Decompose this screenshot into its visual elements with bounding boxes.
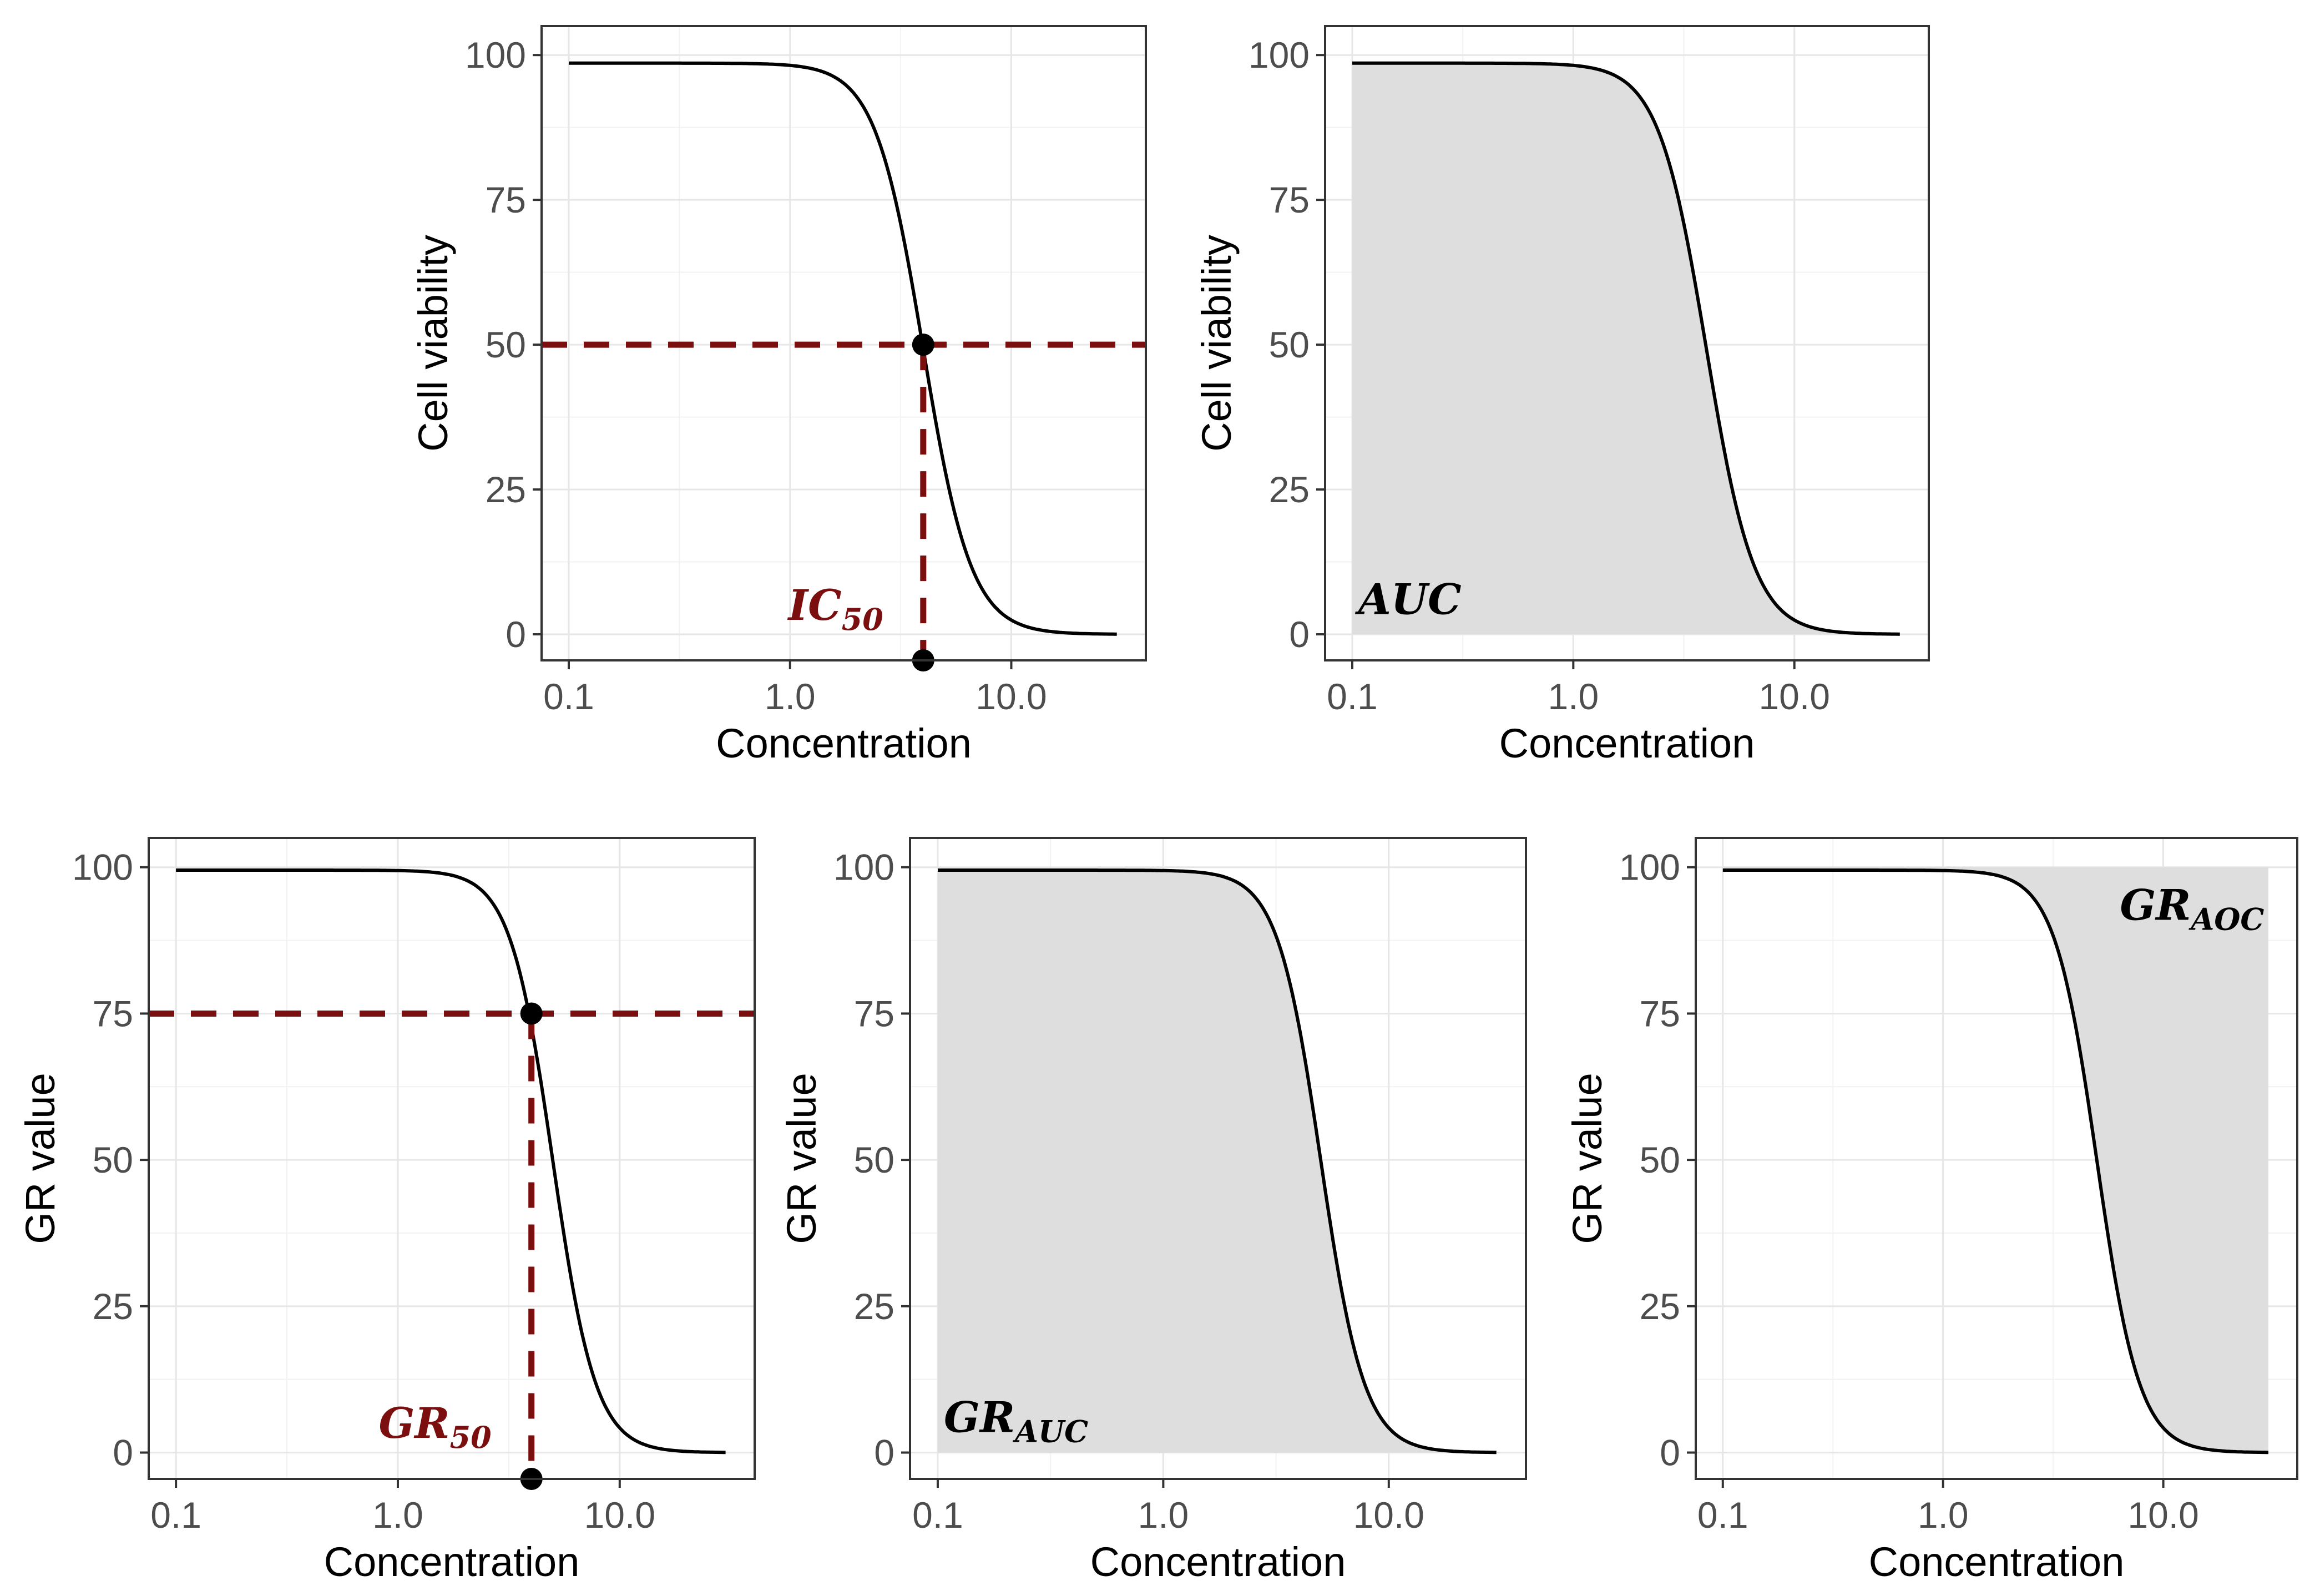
metric-label-grauc: GRAUC xyxy=(944,1393,1088,1449)
y-tick-label: 50 xyxy=(1269,324,1310,365)
y-tick-label: 50 xyxy=(854,1139,894,1180)
y-tick-label: 100 xyxy=(833,847,894,888)
x-tick-label: 10.0 xyxy=(975,676,1047,717)
metric-label-main: AUC xyxy=(1355,574,1462,624)
y-tick-label: 0 xyxy=(1660,1432,1680,1473)
x-tick-label: 0.1 xyxy=(1327,676,1378,717)
y-tick-label: 100 xyxy=(72,847,133,888)
x-tick-label: 1.0 xyxy=(1918,1494,1969,1536)
y-tick-label: 25 xyxy=(1269,469,1310,510)
x-axis-title: Concentration xyxy=(1499,720,1755,766)
dose-response-curve xyxy=(938,868,1497,1454)
x-tick-label: 1.0 xyxy=(372,1494,423,1536)
x-tick-label: 10.0 xyxy=(1353,1494,1424,1536)
y-tick-label: 75 xyxy=(486,179,526,220)
dose-response-curve xyxy=(176,868,726,1454)
metric-label-main: GR xyxy=(378,1398,449,1448)
y-tick-label: 75 xyxy=(1269,179,1310,220)
panel-border xyxy=(1695,837,2298,1480)
dose-response-curve xyxy=(569,61,1117,636)
y-tick-label: 75 xyxy=(854,993,894,1034)
x-tick-label: 0.1 xyxy=(150,1494,201,1536)
y-tick-label: 100 xyxy=(465,34,526,75)
y-tick-label: 75 xyxy=(1640,993,1680,1034)
y-axis-title: Cell viability xyxy=(1194,235,1240,452)
x-tick-label: 0.1 xyxy=(1697,1494,1748,1536)
y-tick-label: 0 xyxy=(1289,614,1310,655)
y-tick-label: 0 xyxy=(113,1432,133,1473)
y-tick-label: 100 xyxy=(1249,34,1310,75)
y-tick-label: 100 xyxy=(1619,847,1680,888)
y-tick-label: 50 xyxy=(93,1139,133,1180)
metric-label-subscript: 50 xyxy=(450,1420,492,1455)
metric-label-graoc: GRAOC xyxy=(2120,881,2264,937)
x-axis-title: Concentration xyxy=(716,720,972,766)
metric-label-gr50: GR50 xyxy=(378,1398,491,1455)
x-tick-label: 10.0 xyxy=(2127,1494,2198,1536)
point-marker xyxy=(912,334,934,356)
area-under-curve xyxy=(1352,63,1900,634)
plot-background xyxy=(149,838,755,1479)
x-axis-title: Concentration xyxy=(1090,1539,1346,1585)
y-tick-label: 50 xyxy=(486,324,526,365)
metric-label-main: GR xyxy=(2120,881,2191,930)
x-axis-title: Concentration xyxy=(1869,1539,2125,1585)
metric-label-ic50: IC50 xyxy=(787,580,883,637)
metric-label-subscript: AUC xyxy=(1012,1414,1088,1449)
y-tick-label: 25 xyxy=(486,469,526,510)
x-tick-label: 10.0 xyxy=(1758,676,1829,717)
y-tick-label: 0 xyxy=(506,614,526,655)
x-tick-label: 0.1 xyxy=(912,1494,963,1536)
y-tick-label: 25 xyxy=(93,1286,133,1327)
metric-label-main: IC xyxy=(787,580,842,630)
point-marker xyxy=(520,1002,543,1025)
metric-label-auc: AUC xyxy=(1355,574,1462,624)
metric-label-subscript: AOC xyxy=(2188,902,2264,937)
y-axis-title: GR value xyxy=(17,1073,63,1244)
x-tick-label: 1.0 xyxy=(1138,1494,1189,1536)
panel-border xyxy=(1324,25,1930,661)
panel-border xyxy=(540,25,1147,661)
y-tick-label: 50 xyxy=(1640,1139,1680,1180)
area-over-curve xyxy=(1722,867,2268,1453)
area-under-curve xyxy=(938,870,1497,1453)
metric-label-main: GR xyxy=(944,1393,1015,1442)
x-tick-label: 0.1 xyxy=(543,676,594,717)
y-tick-label: 25 xyxy=(854,1286,894,1327)
y-axis-title: GR value xyxy=(779,1073,825,1244)
x-axis-title: Concentration xyxy=(324,1539,580,1585)
x-tick-label: 1.0 xyxy=(1548,676,1599,717)
y-tick-label: 25 xyxy=(1640,1286,1680,1327)
x-tick-label: 10.0 xyxy=(584,1494,655,1536)
x-tick-label: 1.0 xyxy=(765,676,816,717)
panel-border xyxy=(909,837,1527,1480)
y-tick-label: 0 xyxy=(874,1432,894,1473)
y-axis-title: Cell viability xyxy=(410,235,456,452)
y-tick-label: 75 xyxy=(93,993,133,1034)
metric-label-subscript: 50 xyxy=(842,602,883,637)
y-axis-title: GR value xyxy=(1564,1073,1610,1244)
panel-border xyxy=(148,837,756,1480)
dose-response-curve xyxy=(1352,61,1900,636)
dose-response-curve xyxy=(1722,868,2268,1454)
